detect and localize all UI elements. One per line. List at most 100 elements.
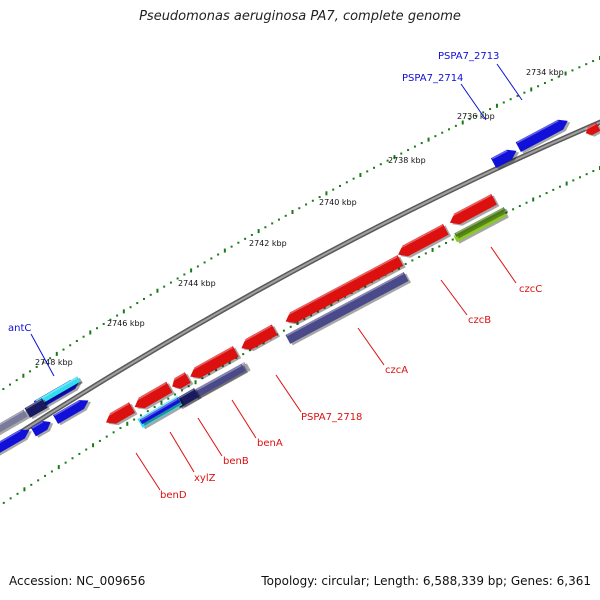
- label-leaders: [30, 63, 523, 491]
- inner-tick-dot: [558, 185, 561, 188]
- topology-text: Topology: circular; Length: 6,588,339 bp…: [261, 574, 591, 588]
- outer-tick-dot: [190, 268, 193, 273]
- outer-tick-dot: [136, 302, 139, 305]
- inner-tick-dot: [512, 208, 515, 211]
- inner-tick-dot: [221, 365, 224, 368]
- inner-tick-dot: [310, 314, 313, 317]
- gene-label-bend: benD: [160, 490, 187, 501]
- gene-label-czcb: czcB: [468, 315, 491, 326]
- outer-tick-dot: [169, 281, 172, 284]
- blast-bar-navy: [24, 398, 50, 420]
- outer-tick-dot: [15, 379, 18, 382]
- outer-tick-dot: [89, 330, 92, 335]
- inner-tick-dot: [296, 321, 299, 325]
- inner-tick-dot: [92, 443, 95, 448]
- outer-tick-dot: [325, 191, 328, 196]
- outer-tick-dot: [352, 177, 355, 180]
- gene-arrow-bend: [104, 402, 138, 426]
- outer-tick-dot: [29, 370, 32, 373]
- tick-label: 2746 kbp: [107, 319, 145, 328]
- gene-arrow-benb: [170, 372, 194, 391]
- outer-tick-dot: [550, 78, 553, 81]
- gene-label-benb: benB: [223, 456, 249, 467]
- outer-tick-dot: [489, 108, 492, 111]
- outer-tick-dot: [203, 261, 206, 264]
- outer-tick-dot: [284, 214, 287, 217]
- inner-tick-dot: [133, 418, 136, 421]
- outer-tick-dot: [102, 322, 105, 325]
- outer-tick-dot: [516, 94, 519, 97]
- inner-tick-dot: [316, 310, 319, 313]
- outer-tick-dot: [305, 203, 308, 206]
- inner-tick-dot: [445, 241, 448, 244]
- outer-tick-dot: [366, 170, 369, 173]
- inner-tick-dot: [592, 170, 595, 173]
- tick-label: 2744 kbp: [178, 279, 216, 288]
- outer-tick-dot: [82, 335, 85, 338]
- inner-tick-dot: [50, 470, 53, 473]
- gene-label-pspa7-2713: PSPA7_2713: [438, 51, 499, 62]
- gene-arrow-xylz: [132, 381, 175, 410]
- outer-tick-dot: [271, 222, 274, 225]
- inner-tick-dot: [323, 306, 326, 309]
- gene-label-antc: antC: [8, 323, 31, 334]
- outer-tick-dot: [373, 166, 376, 169]
- gene-arrow-small: [30, 421, 54, 438]
- inner-tick-dot: [282, 329, 285, 332]
- inner-tick-dot: [289, 325, 292, 328]
- inner-tick-dot: [37, 479, 40, 482]
- inner-tick-dot: [525, 201, 528, 204]
- blast-bar-purple: [285, 272, 412, 346]
- outer-tick-dot: [210, 257, 213, 260]
- tick-label: 2740 kbp: [319, 198, 357, 207]
- outer-tick-dot: [291, 210, 294, 214]
- inner-tick-dot: [30, 483, 33, 486]
- gene-label-czcc: czcC: [519, 284, 542, 295]
- gene-label-xylz: xylZ: [194, 473, 216, 484]
- inner-tick-dot: [585, 173, 588, 176]
- outer-tick-dot: [413, 145, 416, 148]
- outer-tick-dot: [339, 184, 342, 187]
- outer-tick-dot: [69, 344, 72, 347]
- outer-tick-dot: [49, 357, 52, 360]
- outer-tick-dot: [298, 207, 301, 210]
- inner-tick-dot: [424, 252, 427, 255]
- outer-tick-dot: [55, 351, 58, 356]
- inner-tick-dot: [572, 179, 575, 182]
- outer-tick-dot: [359, 173, 362, 178]
- outer-tick-dot: [142, 297, 145, 300]
- gene-label-bena: benA: [257, 438, 283, 449]
- inner-tick-dot: [153, 405, 156, 408]
- inner-tick-dot: [431, 247, 434, 252]
- outer-tick-dot: [454, 124, 457, 127]
- outer-tick-dot: [176, 277, 179, 280]
- inner-tick-dot: [404, 262, 407, 265]
- outer-tick-dot: [244, 237, 247, 240]
- gene-label-czca: czcA: [385, 365, 408, 376]
- outer-tick-dot: [502, 101, 505, 104]
- inner-tick-dot: [565, 181, 568, 186]
- inner-tick-dot: [71, 457, 74, 460]
- outer-tick-dot: [122, 309, 125, 314]
- gene-labels: PSPA7_2713 PSPA7_2714 antC czcC czcB czc…: [8, 51, 542, 501]
- inner-tick-dot: [146, 410, 149, 413]
- accession-text: Accession: NC_009656: [9, 574, 146, 588]
- outer-tick-dot: [183, 273, 186, 276]
- outer-tick-dot: [468, 118, 471, 121]
- outer-tick-dot: [35, 365, 38, 368]
- outer-tick-dot: [163, 285, 166, 288]
- outer-tick-dot: [332, 188, 335, 191]
- inner-tick-dot: [411, 259, 414, 262]
- outer-tick-dot: [2, 388, 5, 391]
- outer-tick-dot: [318, 196, 321, 199]
- outer-tick-dot: [379, 163, 382, 166]
- outer-tick-dot: [509, 98, 512, 101]
- inner-tick-dot: [174, 393, 177, 396]
- gene-arrow-czca: [283, 255, 406, 325]
- inner-tick-dot: [64, 461, 67, 464]
- outer-tick-dot: [223, 248, 226, 253]
- inner-tick-dot: [418, 255, 421, 258]
- outer-tick-dot: [386, 159, 389, 162]
- gene-arrow-forward: [53, 400, 92, 426]
- outer-tick-dot: [149, 293, 152, 296]
